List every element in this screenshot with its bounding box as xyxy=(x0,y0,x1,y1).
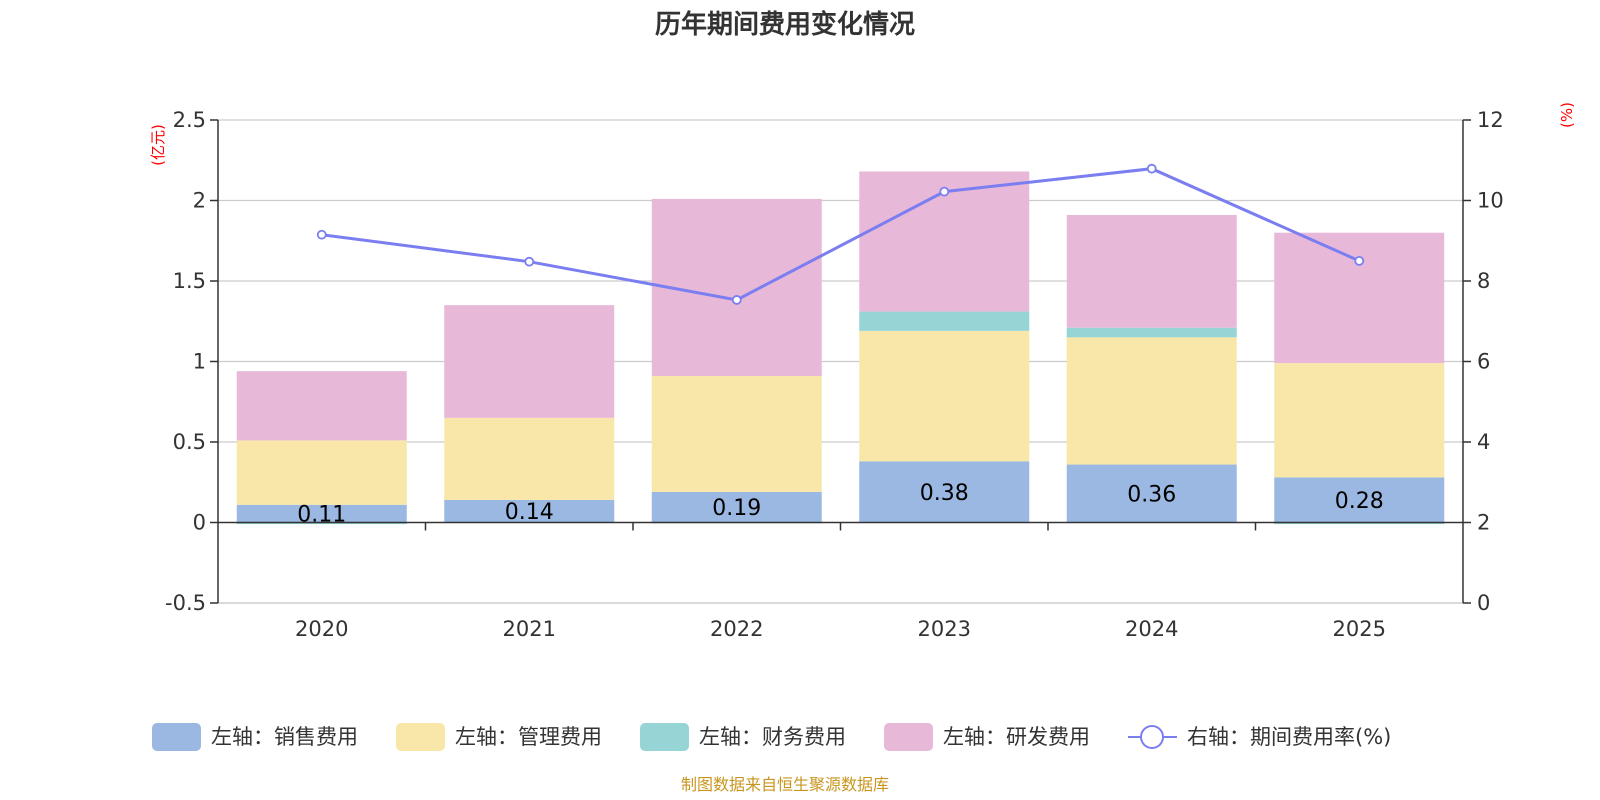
bar-2022-series-4 xyxy=(651,198,822,376)
bar-2024-series-3 xyxy=(1066,327,1237,338)
bar-2025-series-2 xyxy=(1274,363,1445,478)
left-tick-label: 2 xyxy=(193,189,206,213)
rate-point xyxy=(1354,255,1365,266)
left-tick-label: 2.5 xyxy=(173,108,206,132)
left-tick-label: 1.5 xyxy=(173,269,206,293)
rate-point xyxy=(731,295,742,305)
legend-line-marker[interactable] xyxy=(1140,725,1164,749)
bar-value-label: 0.11 xyxy=(297,503,346,528)
right-axis-unit: (%) xyxy=(1558,102,1576,128)
bar-2020-series-2 xyxy=(236,440,407,505)
x-tick-label: 2024 xyxy=(1125,617,1178,641)
legend-swatch-1[interactable] xyxy=(152,723,201,751)
right-tick-label: 4 xyxy=(1477,430,1490,454)
rate-line-path xyxy=(321,167,1360,302)
x-tick-label: 2020 xyxy=(295,617,348,641)
bar-2023-series-1 xyxy=(859,461,1030,523)
left-tick-label: -0.5 xyxy=(165,591,206,615)
rate-point xyxy=(524,256,535,267)
bar-2022-series-1 xyxy=(651,491,822,523)
x-tick-label: 2025 xyxy=(1333,617,1386,641)
x-tick-label: 2021 xyxy=(503,617,556,641)
bar-2020-series-1 xyxy=(236,504,407,523)
right-tick-label: 10 xyxy=(1477,189,1504,213)
bar-2023-series-2 xyxy=(859,330,1030,462)
left-axis-unit: (亿元) xyxy=(149,124,167,166)
legend-label[interactable]: 右轴：期间费用率(%) xyxy=(1187,725,1391,749)
legend-label[interactable]: 左轴：管理费用 xyxy=(455,725,602,749)
right-tick-label: 2 xyxy=(1477,511,1490,535)
bar-2025-series-3 xyxy=(1274,522,1445,525)
legend-label[interactable]: 左轴：财务费用 xyxy=(699,725,846,749)
legend-swatch-4[interactable] xyxy=(884,723,933,751)
left-tick-label: 1 xyxy=(193,350,206,374)
source-note: 制图数据来自恒生聚源数据库 xyxy=(681,775,889,794)
bar-value-label: 0.19 xyxy=(712,496,761,521)
bar-2020-series-3 xyxy=(236,522,407,525)
right-tick-label: 0 xyxy=(1477,591,1490,615)
bar-2023-series-3 xyxy=(859,311,1030,331)
right-tick-label: 8 xyxy=(1477,269,1490,293)
bars xyxy=(236,171,1445,525)
chart-title: 历年期间费用变化情况 xyxy=(655,9,915,40)
rate-point xyxy=(939,186,950,197)
left-tick-label: 0 xyxy=(193,511,206,535)
bar-2021-series-4 xyxy=(444,305,615,418)
bar-2020-series-4 xyxy=(236,371,407,441)
bar-value-label: 0.14 xyxy=(505,500,554,525)
x-tick-label: 2023 xyxy=(918,617,971,641)
bar-value-label: 0.28 xyxy=(1335,489,1384,514)
bar-2024-series-1 xyxy=(1066,464,1237,523)
rate-point xyxy=(316,229,327,240)
rate-line xyxy=(316,163,1365,305)
left-tick-label: 0.5 xyxy=(173,430,206,454)
right-tick-label: 6 xyxy=(1477,350,1490,374)
legend-swatch-2[interactable] xyxy=(396,723,445,751)
bar-value-label: 0.38 xyxy=(920,481,969,506)
bar-2021-series-2 xyxy=(444,417,615,500)
rate-point xyxy=(1146,163,1157,174)
legend-label[interactable]: 左轴：销售费用 xyxy=(211,725,358,749)
bar-2021-series-1 xyxy=(444,499,615,523)
legend-label[interactable]: 左轴：研发费用 xyxy=(943,725,1090,749)
bar-2025-series-4 xyxy=(1274,232,1445,364)
bar-2024-series-4 xyxy=(1066,214,1237,328)
bar-value-label: 0.36 xyxy=(1127,483,1176,508)
legend: 左轴：销售费用 左轴：管理费用 左轴：财务费用 左轴：研发费用 右轴：期间费用率(%) xyxy=(152,723,1391,751)
right-tick-label: 12 xyxy=(1477,108,1504,132)
bar-labels: 0.11 0.14 0.19 0.38 0.36 0.28 xyxy=(297,481,1383,528)
bar-2025-series-1 xyxy=(1274,477,1445,523)
bar-2022-series-2 xyxy=(651,375,822,492)
bar-2024-series-2 xyxy=(1066,337,1237,465)
x-tick-label: 2022 xyxy=(710,617,763,641)
legend-swatch-3[interactable] xyxy=(640,723,689,751)
